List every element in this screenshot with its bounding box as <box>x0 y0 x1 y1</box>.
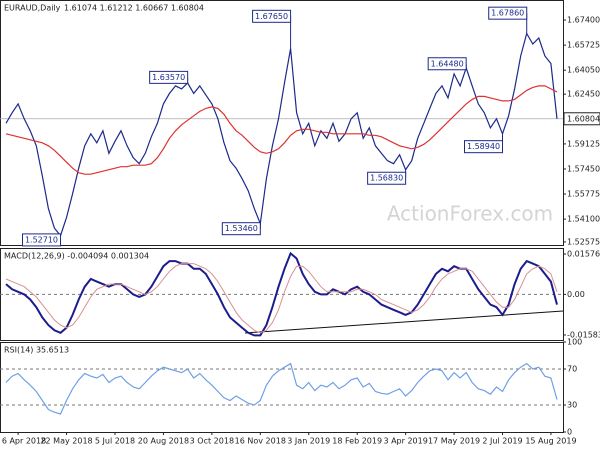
y-tick-label: 1.55775 <box>567 190 600 199</box>
x-tick-label: 6 Apr 2018 <box>2 437 46 446</box>
annotation-box <box>488 6 528 20</box>
annotation-label: 1.58940 <box>467 142 500 151</box>
y-tick-label: 1.57450 <box>567 164 600 173</box>
panel-title: MACD(12,26,9) -0.004094 0.001304 <box>4 252 149 261</box>
y-tick-label: 0.015762 <box>567 249 600 258</box>
series-line <box>5 263 558 334</box>
x-tick-label: 18 Feb 2019 <box>332 437 382 446</box>
x-tick-label: 5 Jul 2018 <box>95 437 135 446</box>
annotation-box <box>21 233 61 247</box>
y-tick-label: 0 <box>567 428 572 437</box>
annotation-label: 1.67650 <box>255 12 288 21</box>
panel-title: EURAUD,Daily <box>4 4 61 13</box>
panel-title: RSI(14) 35.6513 <box>4 346 69 355</box>
y-tick-label: 70 <box>567 365 577 374</box>
y-tick-label: 1.54100 <box>567 215 600 224</box>
annotation-box <box>149 70 189 84</box>
y-tick-label: -0.015834 <box>567 330 600 339</box>
y-tick-label: 1.65725 <box>567 41 600 50</box>
annotation-box <box>367 171 407 185</box>
annotation-box <box>427 57 467 71</box>
y-tick-label: 1.59125 <box>567 139 600 148</box>
annotation-label: 1.56830 <box>370 174 403 183</box>
annotation-box <box>252 9 292 23</box>
annotation-label: 1.64480 <box>431 59 464 68</box>
watermark: ActionForex.com <box>387 202 553 226</box>
ohlc-values: 1.61074 1.61212 1.60667 1.60804 <box>64 4 204 13</box>
y-tick-label: 1.67400 <box>567 16 600 25</box>
x-tick-label: 3 Apr 2019 <box>383 437 427 446</box>
last-price-label: 1.60804 <box>567 114 600 123</box>
x-tick-label: 22 May 2018 <box>40 437 92 446</box>
x-tick-label: 20 Aug 2018 <box>138 437 189 446</box>
series-line <box>5 362 558 415</box>
panel-frame <box>0 342 564 433</box>
x-tick-label: 17 May 2019 <box>428 437 480 446</box>
annotation-label: 1.53460 <box>225 224 258 233</box>
annotation-box <box>464 140 504 154</box>
y-tick-label: 1.64050 <box>567 66 600 75</box>
annotation-label: 1.63570 <box>152 73 185 82</box>
y-tick-label: 30 <box>567 401 577 410</box>
x-tick-label: 3 Oct 2018 <box>190 437 234 446</box>
annotation-box <box>221 222 261 236</box>
y-tick-label: 1.52575 <box>567 237 600 246</box>
x-tick-label: 16 Nov 2018 <box>235 437 286 446</box>
x-tick-label: 2 Jul 2019 <box>482 437 522 446</box>
x-tick-label: 3 Jan 2019 <box>287 437 330 446</box>
last-price-box <box>563 112 600 126</box>
annotation-label: 1.52710 <box>25 235 58 244</box>
series-line <box>5 85 558 175</box>
series-line <box>5 31 558 237</box>
y-tick-label: 0.00 <box>567 290 585 299</box>
y-tick-label: 100 <box>567 338 582 347</box>
y-tick-label: 1.62450 <box>567 90 600 99</box>
macd-trendline <box>244 310 564 334</box>
x-tick-label: 15 Aug 2019 <box>525 437 576 446</box>
annotation-label: 1.67860 <box>491 9 524 18</box>
